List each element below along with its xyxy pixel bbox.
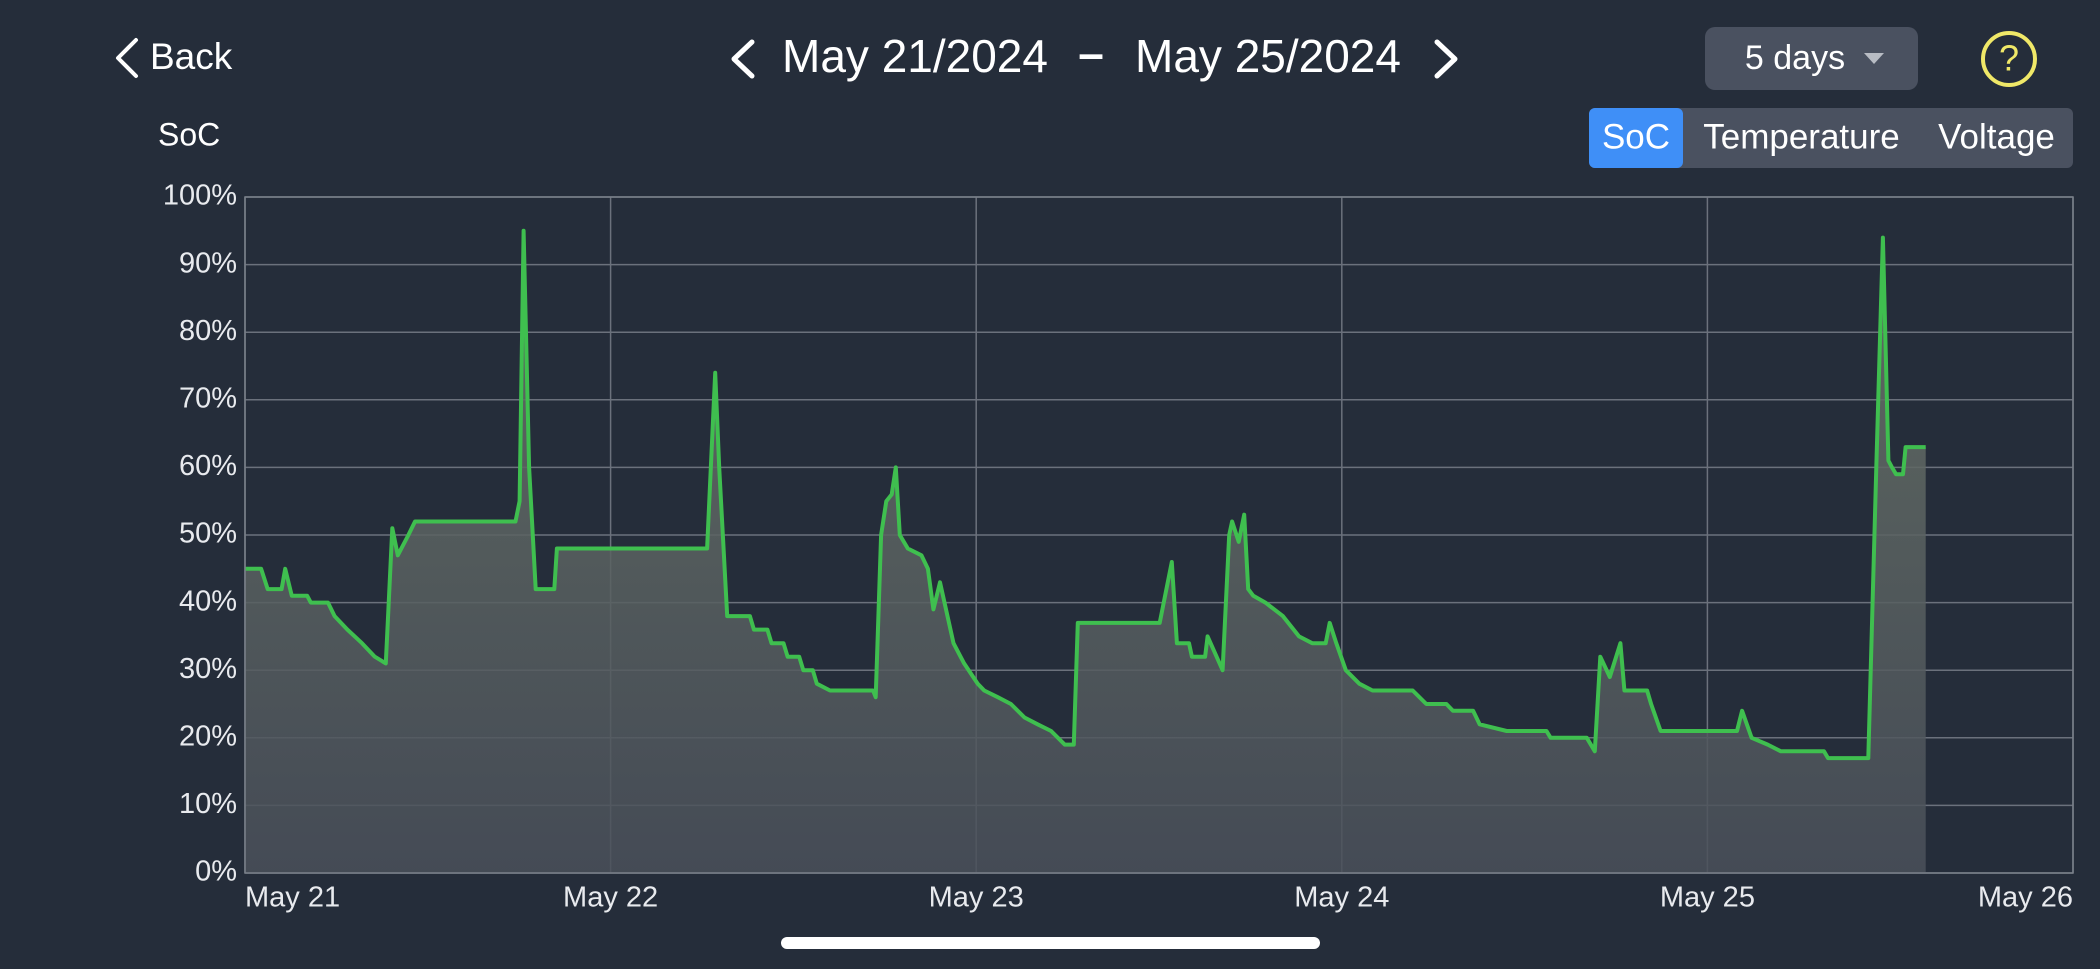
x-tick-label: May 26: [1978, 882, 2073, 914]
back-label: Back: [150, 36, 233, 77]
y-tick-label: 50%: [179, 518, 237, 550]
start-date: May 21/2024: [782, 30, 1048, 82]
range-dropdown[interactable]: 5 days: [1705, 27, 1918, 90]
y-tick-label: 10%: [179, 788, 237, 820]
next-button[interactable]: [1434, 39, 1458, 79]
area: [245, 230, 1926, 874]
end-date: May 25/2024: [1135, 30, 1401, 82]
help-label: ?: [1999, 38, 2019, 79]
tab-bar-bg: [1589, 108, 2073, 168]
y-tick-label: 80%: [179, 315, 237, 347]
tab[interactable]: Voltage: [1938, 117, 2055, 156]
y-tick-label: 90%: [179, 247, 237, 279]
dropdown-caret: [1864, 53, 1884, 64]
y-tick-label: 0%: [195, 856, 237, 888]
y-tick-label: 100%: [163, 180, 237, 212]
y-tick-label: 40%: [179, 585, 237, 617]
range-label: 5 days: [1745, 39, 1845, 77]
x-tick-label: May 25: [1660, 882, 1755, 914]
prev-button[interactable]: [731, 39, 755, 79]
back-button[interactable]: Back: [116, 36, 233, 78]
plot-border: [244, 196, 2074, 874]
y-tick-label: 70%: [179, 382, 237, 414]
help-button[interactable]: ?: [1981, 31, 2037, 87]
y-axis-label: SoC: [158, 116, 220, 152]
tab[interactable]: SoC: [1602, 117, 1670, 156]
tab-active: [1589, 108, 1683, 168]
line: [245, 228, 1926, 761]
back-chevron: [116, 38, 138, 78]
tab[interactable]: Temperature: [1703, 117, 1899, 156]
date-separator: –: [1078, 27, 1104, 79]
dropdown-box: [1705, 27, 1918, 90]
home-indicator: [781, 937, 1320, 949]
y-tick-label: 60%: [179, 450, 237, 482]
x-tick-label: May 23: [929, 882, 1024, 914]
help-circle: [1981, 31, 2037, 87]
y-tick-label: 30%: [179, 653, 237, 685]
x-tick-label: May 24: [1294, 882, 1389, 914]
x-tick-label: May 21: [245, 882, 340, 914]
y-tick-label: 20%: [179, 720, 237, 752]
x-tick-label: May 22: [563, 882, 658, 914]
tab-bar: SoC Temperature Voltage: [1589, 108, 2073, 168]
plot: 0% 10% 20% 30% 40% 50% 60% 70% 80% 90% 100% May 21 M…: [163, 180, 2074, 914]
